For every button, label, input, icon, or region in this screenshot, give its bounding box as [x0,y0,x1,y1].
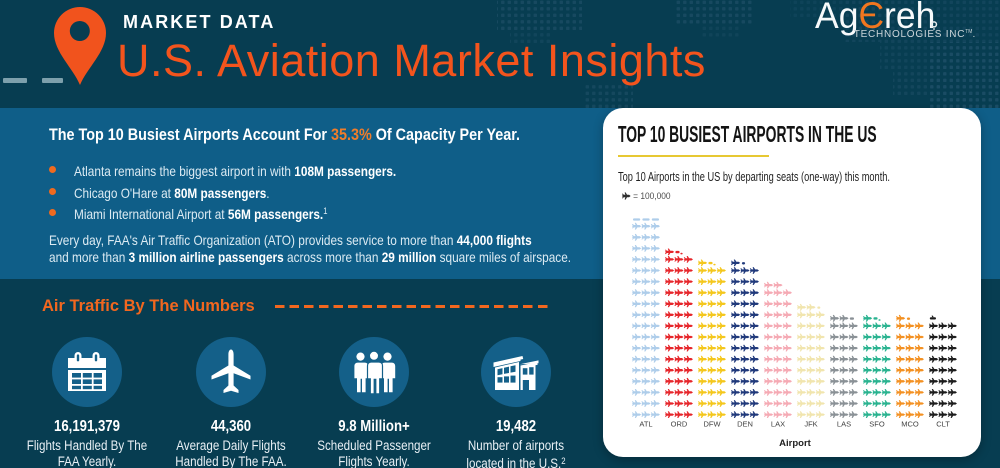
svg-text:ATL: ATL [639,420,652,429]
svg-text:JFK: JFK [804,420,817,429]
svg-text:SFO: SFO [869,420,885,429]
svg-text:ORD: ORD [671,420,688,429]
svg-text:CLT: CLT [936,420,950,429]
svg-text:DFW: DFW [703,420,721,429]
svg-text:MCO: MCO [901,420,919,429]
svg-text:LAS: LAS [837,420,851,429]
svg-text:Airport: Airport [779,438,812,449]
svg-text:DEN: DEN [737,420,753,429]
svg-text:LAX: LAX [771,420,785,429]
